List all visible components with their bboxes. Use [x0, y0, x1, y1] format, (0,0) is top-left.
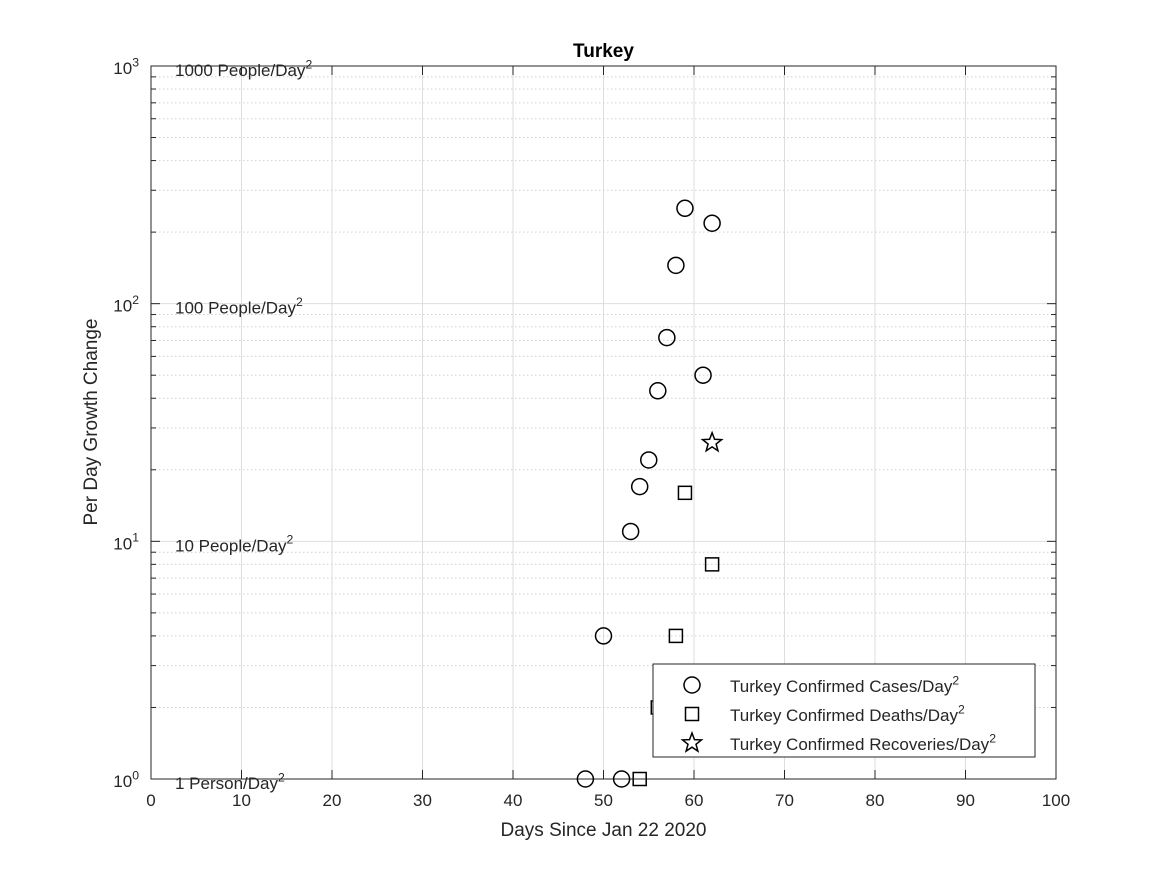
y-tick-label: 102	[113, 293, 139, 316]
x-axis-label: Days Since Jan 22 2020	[501, 820, 707, 841]
x-tick-label: 60	[685, 791, 704, 810]
square-data-point	[677, 485, 693, 501]
circle-data-point	[658, 328, 676, 347]
legend-entry-label: Turkey Confirmed Deaths/Day2	[730, 702, 965, 725]
chart-title: Turkey	[573, 41, 634, 62]
circle-data-point	[640, 451, 658, 469]
legend-entry-label: Turkey Confirmed Cases/Day2	[730, 673, 959, 696]
circle-data-point	[576, 770, 595, 788]
x-tick-label: 70	[775, 791, 794, 810]
y-tick-label: 101	[113, 531, 139, 554]
axes: 0 10 20 30 40 50 60 70 80 90 100 100 101 102 103 1000 P…	[113, 55, 1070, 810]
x-tick-label: 90	[956, 791, 975, 810]
y-axis-label: Per Day Growth Change	[81, 319, 102, 526]
square-data-point	[704, 557, 720, 572]
legend-entry-label: Turkey Confirmed Recoveries/Day2	[730, 731, 996, 754]
y-tick-label: 103	[113, 55, 139, 78]
reference-label: 1 Person/Day2	[175, 770, 285, 793]
legend-circle-icon	[683, 676, 701, 694]
circle-data-point	[621, 522, 640, 541]
legend: Turkey Confirmed Cases/Day2 Turkey Confir…	[652, 663, 1036, 758]
square-data-point	[668, 628, 684, 644]
x-tick-label: 100	[1042, 791, 1070, 810]
x-tick-label: 0	[146, 791, 155, 810]
reference-label: 100 People/Day2	[175, 295, 303, 318]
grid	[151, 66, 1056, 779]
legend-square-icon	[684, 706, 700, 722]
circle-data-point	[594, 627, 613, 645]
reference-label: 10 People/Day2	[175, 533, 294, 556]
star-data-point	[700, 430, 724, 453]
reference-label: 1000 People/Day2	[175, 57, 312, 80]
circle-data-point	[694, 366, 712, 384]
x-tick-label: 80	[866, 791, 885, 810]
circle-data-point	[630, 477, 649, 496]
y-tick-label: 100	[113, 768, 139, 791]
circle-data-point	[612, 770, 631, 788]
legend-star-icon	[680, 730, 704, 753]
legend-box	[652, 663, 1036, 758]
circle-data-point	[667, 256, 685, 275]
circle-data-point	[649, 382, 667, 400]
circle-data-point	[703, 214, 721, 232]
x-tick-label: 40	[504, 791, 523, 810]
x-tick-label: 50	[594, 791, 613, 810]
x-tick-label: 10	[232, 791, 251, 810]
x-tick-label: 30	[413, 791, 432, 810]
circle-data-point	[676, 199, 694, 218]
x-tick-label: 20	[323, 791, 342, 810]
square-data-point	[632, 771, 647, 787]
